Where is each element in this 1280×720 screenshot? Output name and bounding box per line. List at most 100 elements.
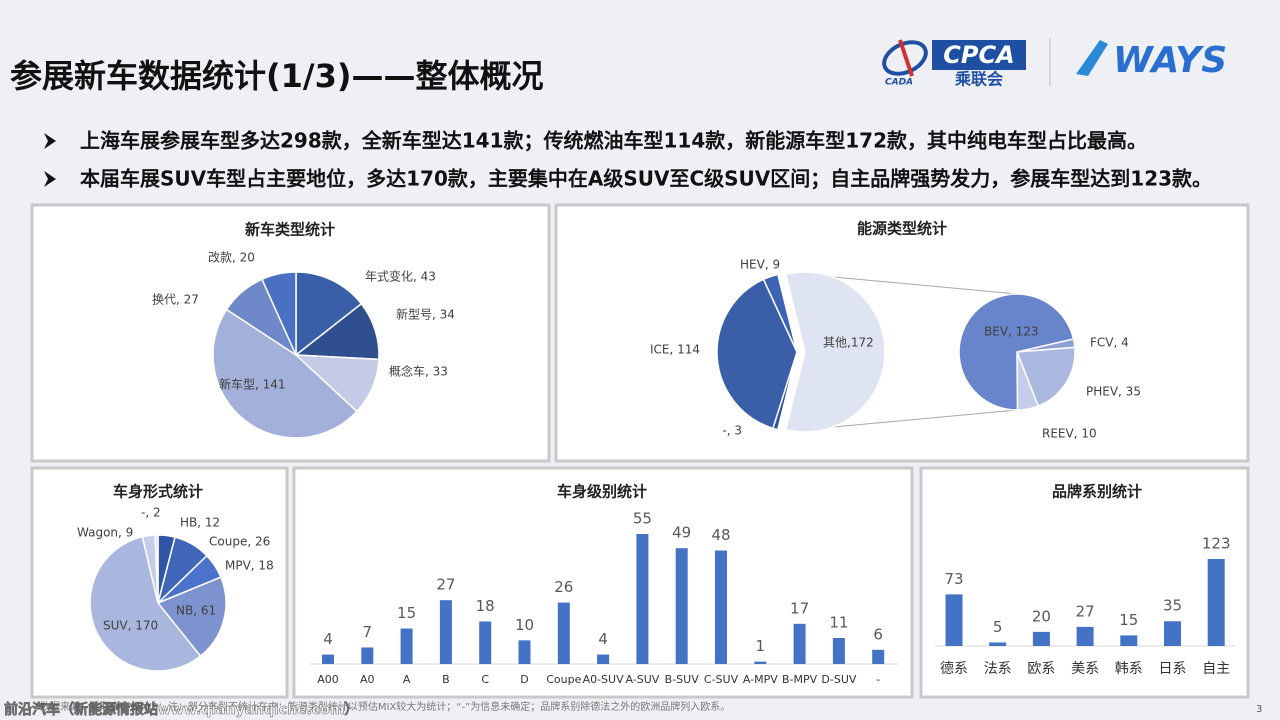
- bar: [1032, 631, 1050, 646]
- x-tick-label: 德系: [940, 661, 968, 677]
- logo-ways: WAYS: [1113, 40, 1227, 81]
- data-label: 概念车, 33: [389, 364, 448, 379]
- bar: [557, 602, 570, 664]
- data-label: 换代, 27: [152, 293, 199, 307]
- bar: [754, 661, 767, 664]
- x-tick-label: C: [481, 673, 489, 686]
- data-label: 4: [323, 630, 333, 648]
- x-tick-label: A0-SUV: [583, 673, 625, 686]
- page-number: 3: [1256, 704, 1262, 715]
- x-tick-label: A00: [317, 673, 339, 686]
- x-tick-label: A-MPV: [743, 673, 778, 686]
- x-tick-label: Coupe: [546, 673, 581, 686]
- x-tick-label: 欧系: [1027, 661, 1055, 677]
- x-tick-label: 美系: [1071, 661, 1099, 677]
- bar: [793, 623, 806, 664]
- x-tick-label: D-SUV: [821, 673, 856, 686]
- bar: [597, 654, 610, 664]
- bullet-text: 上海车展参展车型多达298款，全新车型达141款；传统燃油车型114款，新能源车…: [80, 129, 1147, 153]
- data-label: ICE, 114: [650, 343, 700, 357]
- logo-cada: CADA: [882, 39, 928, 88]
- data-label: NB, 61: [176, 604, 216, 618]
- data-label: 35: [1163, 597, 1182, 615]
- data-label: 55: [633, 510, 652, 528]
- data-label: 5: [993, 618, 1003, 636]
- x-tick-label: 韩系: [1115, 661, 1143, 677]
- pie-slice: [154, 534, 159, 604]
- chart-title: 新车类型统计: [245, 221, 335, 239]
- logo-ways-icon: [1076, 40, 1108, 76]
- data-label: 15: [1119, 611, 1138, 629]
- data-label: 26: [554, 578, 573, 596]
- bar: [518, 640, 531, 664]
- bar: [1164, 621, 1181, 646]
- pie-slice: [762, 273, 798, 353]
- data-label: PHEV, 35: [1086, 385, 1141, 399]
- data-label: MPV, 18: [225, 559, 274, 573]
- bar: [400, 628, 413, 664]
- data-label: 11: [829, 614, 848, 632]
- data-label: 27: [1076, 602, 1095, 620]
- data-label: 48: [711, 526, 730, 544]
- bar: [715, 550, 727, 664]
- x-tick-label: A-SUV: [625, 673, 659, 686]
- bar: [636, 534, 649, 664]
- logo-cpca: CPCA: [943, 41, 1014, 69]
- pie-slice: [1015, 346, 1076, 407]
- bar: [439, 600, 452, 664]
- bar: [989, 642, 1007, 646]
- bar: [832, 638, 845, 664]
- connector-line: [800, 409, 1018, 431]
- data-label: HB, 12: [180, 516, 220, 530]
- data-label: 27: [436, 576, 455, 594]
- bar: [1076, 626, 1094, 646]
- data-label: 其他,172: [823, 336, 874, 350]
- chart-title: 车身级别统计: [557, 483, 647, 501]
- x-tick-label: -: [876, 673, 880, 686]
- pie-slice: [784, 271, 886, 433]
- slide-title: 参展新车数据统计(1/3)——整体概况: [10, 57, 543, 95]
- bar: [479, 621, 492, 664]
- pie-slice: [89, 535, 202, 672]
- x-tick-label: 日系: [1159, 661, 1187, 677]
- data-label: Coupe, 26: [209, 535, 270, 549]
- x-tick-label: C-SUV: [704, 673, 739, 686]
- x-tick-label: A: [403, 673, 411, 686]
- x-tick-label: B-SUV: [665, 673, 700, 686]
- x-tick-label: B-MPV: [782, 673, 818, 686]
- pie-slice: [156, 576, 227, 658]
- data-label: 18: [476, 597, 495, 615]
- data-label: 49: [672, 524, 691, 542]
- panel: [919, 466, 1250, 699]
- bullet-text: 本届车展SUV车型占主要地位，多达170款，主要集中在A级SUV至C级SUV区间…: [80, 167, 1212, 191]
- data-label: FCV, 4: [1090, 336, 1129, 350]
- bullet-icon: [44, 171, 56, 187]
- chart-title: 品牌系别统计: [1052, 483, 1142, 501]
- pie-slice: [212, 308, 358, 439]
- data-label: 73: [944, 570, 963, 588]
- data-label: 年式变化, 43: [365, 269, 436, 284]
- data-label: HEV, 9: [740, 258, 780, 272]
- data-label: BEV, 123: [984, 325, 1039, 339]
- bar: [1120, 635, 1138, 646]
- data-label: 15: [397, 604, 416, 622]
- data-label: 新型号, 34: [396, 307, 455, 322]
- data-label: REEV, 10: [1042, 427, 1097, 441]
- panel: [554, 203, 1250, 463]
- pie-slice: [958, 293, 1075, 411]
- data-label: 改款, 20: [208, 251, 255, 265]
- watermark: 前沿汽车（新能源情报站www.qianyanqiche.com）: [4, 701, 358, 718]
- data-label: 17: [790, 599, 809, 617]
- data-label: -, 2: [141, 506, 161, 520]
- data-label: 123: [1202, 535, 1231, 553]
- connector-line: [800, 273, 1018, 295]
- logo-cada-text: CADA: [885, 78, 913, 88]
- footnote: 数据来源：乘联会、WAYS；注：部分车型不统计在内；能源类型统计以预估MIX较大…: [40, 700, 730, 713]
- x-tick-label: B: [442, 673, 450, 686]
- pie-slice: [261, 271, 297, 356]
- x-tick-label: 法系: [984, 661, 1012, 677]
- chart-title: 能源类型统计: [857, 220, 947, 238]
- logo-cpca-cn: 乘联会: [954, 70, 1003, 89]
- x-tick-label: 自主: [1202, 661, 1230, 677]
